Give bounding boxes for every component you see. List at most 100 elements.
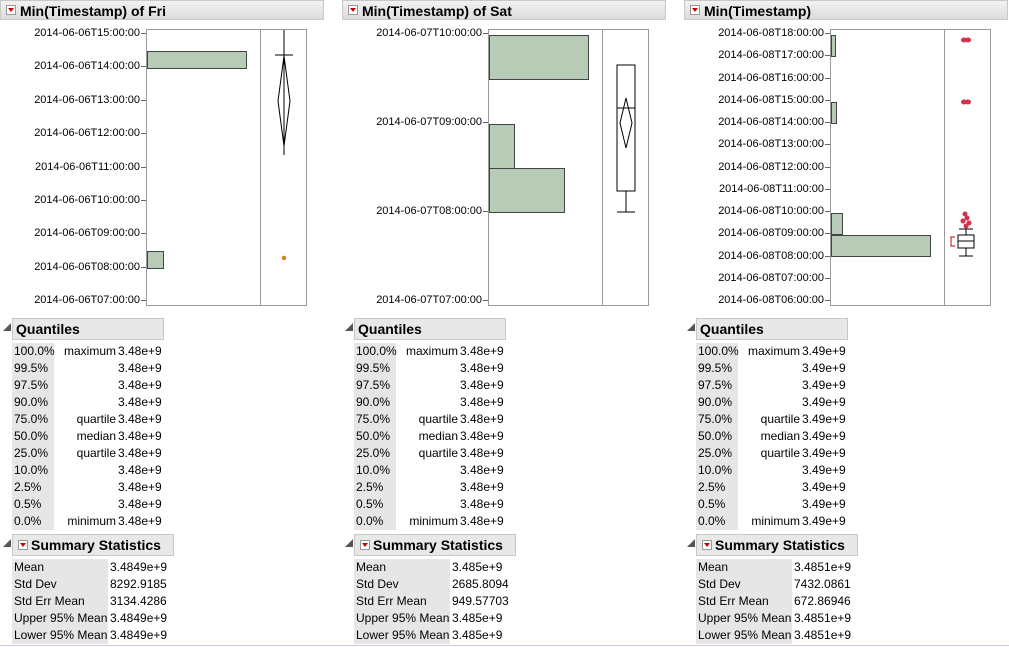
- quantiles-header[interactable]: Quantiles: [354, 318, 506, 340]
- quantile-row: 0.0% minimum 3.48e+9: [12, 513, 172, 530]
- summary-statistics-header[interactable]: Summary Statistics: [696, 534, 858, 556]
- quantile-row: 99.5% 3.49e+9: [696, 360, 856, 377]
- quantile-percent: 97.5%: [696, 377, 738, 394]
- summary-value: 949.57703: [452, 594, 509, 608]
- quantile-row: 75.0% quartile 3.48e+9: [354, 411, 514, 428]
- quantile-percent: 10.0%: [696, 462, 738, 479]
- summary-row: Lower 95% Mean 3.485e+9: [354, 627, 534, 644]
- quantile-label: median: [418, 429, 458, 443]
- y-tick-mark: [825, 277, 830, 279]
- y-tick-mark: [141, 99, 146, 101]
- red-triangle-menu-icon[interactable]: [18, 540, 28, 550]
- quantile-percent: 2.5%: [354, 479, 396, 496]
- quantile-row: 0.5% 3.48e+9: [12, 496, 172, 513]
- quantile-percent: 2.5%: [12, 479, 54, 496]
- quantile-value: 3.49e+9: [802, 446, 846, 460]
- disclosure-triangle-icon[interactable]: [345, 539, 353, 547]
- y-tick-mark: [825, 99, 830, 101]
- quantile-value: 3.48e+9: [118, 463, 162, 477]
- summary-row: Std Err Mean 949.57703: [354, 593, 534, 610]
- summary-value: 3.485e+9: [452, 560, 503, 574]
- panel-header[interactable]: Min(Timestamp) of Sat: [342, 0, 666, 20]
- quantile-value: 3.49e+9: [802, 463, 846, 477]
- quantile-value: 3.48e+9: [118, 412, 162, 426]
- histogram-bar: [831, 235, 931, 257]
- quantile-value: 3.48e+9: [460, 446, 504, 460]
- y-tick-mark: [141, 233, 146, 235]
- plot-divider: [602, 30, 603, 305]
- disclosure-triangle-icon[interactable]: [3, 323, 11, 331]
- quantile-percent: 50.0%: [354, 428, 396, 445]
- y-tick-label: 2014-06-06T07:00:00: [34, 294, 140, 306]
- disclosure-triangle-icon[interactable]: [687, 539, 695, 547]
- quantile-row: 0.5% 3.48e+9: [354, 496, 514, 513]
- summary-row: Mean 3.485e+9: [354, 559, 534, 576]
- summary-label: Mean: [354, 559, 450, 576]
- y-tick-mark: [825, 233, 830, 235]
- quantile-percent: 99.5%: [354, 360, 396, 377]
- histogram-bar: [831, 102, 837, 124]
- quantiles-header[interactable]: Quantiles: [12, 318, 164, 340]
- red-triangle-menu-icon[interactable]: [690, 5, 700, 15]
- red-triangle-menu-icon[interactable]: [348, 5, 358, 15]
- summary-row: Upper 95% Mean 3.4849e+9: [12, 610, 192, 627]
- y-tick-label: 2014-06-08T06:00:00: [718, 294, 824, 306]
- y-tick-label: 2014-06-08T13:00:00: [718, 138, 824, 151]
- quantile-value: 3.48e+9: [460, 480, 504, 494]
- y-tick-label: 2014-06-07T10:00:00: [376, 27, 482, 39]
- summary-title: Summary Statistics: [31, 537, 161, 553]
- disclosure-triangle-icon[interactable]: [3, 539, 11, 547]
- panel-sat: Min(Timestamp) of Sat 2014-06-07T10:00:0…: [342, 0, 672, 647]
- quantile-row: 25.0% quartile 3.48e+9: [354, 445, 514, 462]
- quantile-row: 50.0% median 3.48e+9: [354, 428, 514, 445]
- quantile-percent: 75.0%: [12, 411, 54, 428]
- quantile-percent: 75.0%: [354, 411, 396, 428]
- panel-header[interactable]: Min(Timestamp) of Fri: [0, 0, 324, 20]
- red-triangle-menu-icon[interactable]: [6, 5, 16, 15]
- summary-value: 3.485e+9: [452, 628, 503, 642]
- quantile-value: 3.48e+9: [460, 395, 504, 409]
- disclosure-triangle-icon[interactable]: [345, 323, 353, 331]
- quantile-value: 3.49e+9: [802, 395, 846, 409]
- quantile-value: 3.49e+9: [802, 429, 846, 443]
- quantile-percent: 90.0%: [354, 394, 396, 411]
- summary-statistics-header[interactable]: Summary Statistics: [354, 534, 516, 556]
- y-tick-label: 2014-06-06T12:00:00: [34, 127, 140, 140]
- y-tick-label: 2014-06-08T11:00:00: [719, 182, 824, 195]
- quantile-percent: 0.5%: [354, 496, 396, 513]
- quantile-label: minimum: [67, 514, 116, 528]
- summary-value: 2685.8094: [452, 577, 509, 591]
- quantile-row: 97.5% 3.48e+9: [12, 377, 172, 394]
- quantile-label: minimum: [751, 514, 800, 528]
- y-tick-mark: [825, 211, 830, 212]
- y-tick-label: 2014-06-07T07:00:00: [376, 294, 482, 306]
- quantiles-title: Quantiles: [358, 321, 422, 337]
- summary-title: Summary Statistics: [373, 537, 503, 553]
- quantile-row: 25.0% quartile 3.49e+9: [696, 445, 856, 462]
- quantile-row: 90.0% 3.49e+9: [696, 394, 856, 411]
- red-triangle-menu-icon[interactable]: [360, 540, 370, 550]
- red-triangle-menu-icon[interactable]: [702, 540, 712, 550]
- summary-value: 3134.4286: [110, 594, 167, 608]
- y-tick-mark: [825, 166, 830, 168]
- summary-value: 3.4849e+9: [110, 611, 168, 625]
- summary-row: Lower 95% Mean 3.4851e+9: [696, 627, 876, 644]
- histogram-plot[interactable]: [146, 29, 307, 306]
- histogram-plot[interactable]: [830, 29, 991, 306]
- quantile-row: 50.0% median 3.48e+9: [12, 428, 172, 445]
- quantile-percent: 97.5%: [12, 377, 54, 394]
- disclosure-triangle-icon[interactable]: [687, 323, 695, 331]
- y-tick-mark: [825, 77, 830, 79]
- y-tick-mark: [825, 255, 830, 257]
- quantile-value: 3.48e+9: [118, 395, 162, 409]
- quantile-row: 0.5% 3.49e+9: [696, 496, 856, 513]
- quantile-percent: 2.5%: [696, 479, 738, 496]
- panel-header[interactable]: Min(Timestamp): [684, 0, 1008, 20]
- summary-statistics-header[interactable]: Summary Statistics: [12, 534, 174, 556]
- summary-value: 3.4851e+9: [794, 611, 852, 625]
- quantile-value: 3.49e+9: [802, 412, 846, 426]
- y-tick-label: 2014-06-06T13:00:00: [34, 93, 140, 106]
- histogram-plot[interactable]: [488, 29, 649, 306]
- panel-title: Min(Timestamp): [704, 3, 812, 19]
- quantiles-header[interactable]: Quantiles: [696, 318, 848, 340]
